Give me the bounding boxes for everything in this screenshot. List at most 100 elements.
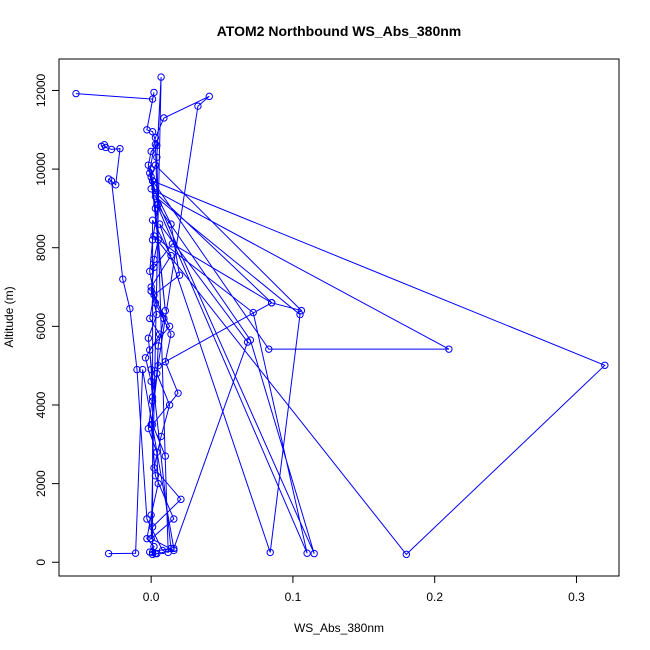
data-point — [141, 354, 150, 362]
data-point — [119, 275, 127, 283]
x-axis: 0.0 0.1 0.2 0.3 — [143, 575, 585, 604]
y-axis-label: Altitude (m) — [2, 286, 16, 347]
data-point — [147, 165, 155, 173]
data-point — [146, 314, 154, 323]
data-point — [131, 549, 140, 557]
data-point — [601, 361, 609, 369]
series-line — [75, 77, 273, 556]
data-point — [402, 550, 411, 559]
data-point — [151, 161, 160, 169]
data-point — [161, 306, 170, 315]
data-point — [153, 310, 161, 319]
data-point — [153, 141, 161, 150]
data-point — [148, 95, 157, 103]
data-point — [138, 365, 147, 374]
data-point — [160, 114, 168, 122]
data-point — [153, 369, 161, 378]
data-point — [150, 263, 158, 272]
x-tick-label: 0.1 — [285, 590, 302, 604]
y-tick-label: 4000 — [34, 391, 48, 418]
data-point — [107, 145, 116, 154]
data-point — [147, 511, 155, 519]
data-point — [151, 299, 160, 307]
data-point — [205, 92, 213, 101]
data-point — [154, 479, 162, 488]
data-point — [143, 515, 151, 523]
data-point — [150, 255, 158, 264]
series-layer — [72, 73, 609, 559]
y-tick-label: 0 — [34, 559, 48, 566]
data-point — [148, 550, 157, 559]
data-point — [147, 287, 155, 295]
data-point — [148, 128, 157, 136]
data-point — [146, 267, 154, 276]
data-point — [150, 232, 158, 240]
data-point — [265, 345, 273, 353]
data-point — [267, 299, 276, 307]
data-point — [107, 177, 116, 185]
data-point — [153, 153, 161, 161]
data-point — [153, 200, 161, 209]
y-axis: 0 2000 4000 6000 8000 10000 12000 — [34, 73, 60, 566]
data-point — [112, 181, 120, 189]
data-point — [157, 73, 165, 81]
data-point — [148, 393, 157, 401]
data-point — [150, 88, 158, 97]
data-point — [72, 89, 80, 98]
data-point — [297, 306, 306, 315]
data-point — [164, 548, 172, 557]
x-tick-label: 0.2 — [426, 590, 443, 604]
data-point — [165, 401, 174, 409]
data-point — [147, 173, 155, 181]
data-point — [147, 534, 155, 543]
data-point — [133, 365, 141, 374]
chart-title: ATOM2 Northbound WS_Abs_380nm — [217, 23, 462, 39]
y-tick-label: 10000 — [34, 152, 48, 186]
data-point — [175, 271, 184, 279]
data-point — [155, 330, 164, 338]
data-point — [167, 330, 175, 338]
x-tick-label: 0.0 — [143, 590, 160, 604]
data-point — [104, 549, 113, 558]
data-point — [148, 236, 157, 244]
y-tick-label: 6000 — [34, 313, 48, 340]
data-point — [147, 365, 155, 374]
data-point — [266, 548, 274, 557]
data-point — [177, 495, 185, 504]
data-point — [303, 549, 311, 557]
y-tick-label: 8000 — [34, 234, 48, 261]
data-point — [147, 283, 155, 291]
data-point — [165, 322, 174, 331]
x-axis-label: WS_Abs_380nm — [294, 621, 384, 635]
data-point — [143, 534, 151, 543]
y-tick-label: 2000 — [34, 470, 48, 497]
data-point — [310, 549, 318, 558]
data-point — [146, 346, 154, 354]
data-point — [153, 549, 161, 558]
data-point — [170, 515, 178, 523]
data-point — [155, 220, 164, 228]
data-point — [194, 102, 202, 110]
data-point — [296, 310, 304, 319]
data-point — [170, 544, 178, 553]
data-point — [249, 308, 257, 317]
data-point — [151, 472, 160, 480]
data-point — [150, 464, 158, 472]
data-point — [174, 389, 182, 397]
data-point — [147, 147, 155, 156]
data-point — [445, 345, 453, 353]
data-point — [243, 338, 252, 346]
x-tick-label: 0.3 — [568, 590, 585, 604]
data-point — [148, 177, 157, 185]
data-point — [147, 185, 155, 193]
series-line — [108, 164, 606, 556]
data-point — [144, 334, 153, 342]
data-point — [116, 144, 124, 153]
data-point — [148, 397, 157, 405]
data-point — [126, 304, 134, 313]
data-point — [154, 361, 162, 370]
data-point — [151, 140, 160, 149]
data-point — [151, 192, 160, 201]
data-point — [147, 377, 155, 386]
